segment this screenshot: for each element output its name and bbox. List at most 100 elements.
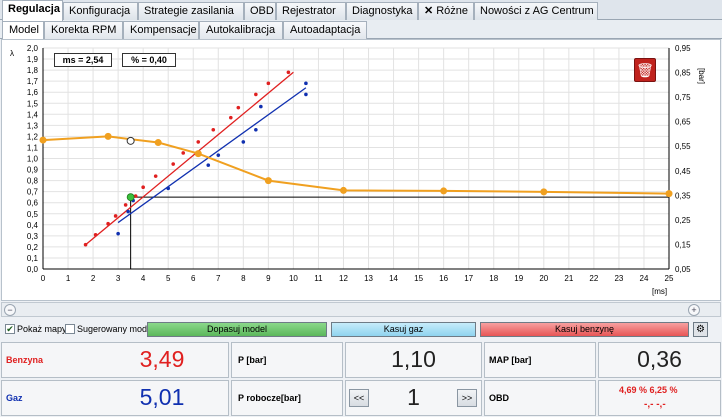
y-left-tick-label: 0,1 [27,254,39,263]
fit-model-button[interactable]: Dopasuj model [147,322,327,337]
subtab-korekta-rpm[interactable]: Korekta RPM [44,21,123,39]
tab-nowosci[interactable]: Nowości z AG Centrum [474,2,598,20]
tab-rejestrator[interactable]: Rejestrator [276,2,346,20]
x-tick-label: 7 [216,274,221,283]
x-tick-label: 16 [439,274,448,283]
map-point [440,187,448,195]
fit-line-1 [117,87,307,224]
x-tick-label: 3 [116,274,121,283]
trash-icon[interactable]: 🗑 [634,58,656,82]
values-grid: Benzyna 3,49 P [bar] 1,10 MAP [bar] 0,36… [0,342,722,417]
tab-konfiguracja[interactable]: Konfiguracja [63,2,138,20]
obd-label: OBD [489,393,509,403]
left-axis-symbol: λ [10,49,14,58]
scroll-plus-icon[interactable]: + [688,304,700,316]
delete-gas-button[interactable]: Kasuj gaz [331,322,476,337]
obd-percent: 4,69 % 6,25 % [619,385,678,395]
x-tick-label: 17 [464,274,473,283]
y-left-tick-label: 0,0 [27,265,39,274]
x-tick-label: 6 [191,274,196,283]
tab-obd[interactable]: OBD [244,2,276,20]
suggested-model-checkbox[interactable] [65,324,75,334]
y-right-tick-label: 0,05 [675,265,691,274]
p-work-label: P robocze[bar] [238,393,301,403]
data-point-0 [181,151,186,155]
tab-rozne-label: Różne [436,5,469,17]
y-left-tick-label: 1,6 [27,88,39,97]
chart-scrollbar[interactable]: − + [1,302,721,317]
current-point-marker [126,193,135,202]
p-label: P [bar] [238,355,267,365]
info-pct: % = 0,40 [122,53,176,67]
data-point-1 [254,127,258,132]
x-tick-label: 19 [514,274,523,283]
subtab-kompensacje[interactable]: Kompensacje [123,21,199,39]
x-tick-label: 9 [266,274,271,283]
tab-rozne[interactable]: ✕ Różne [418,2,474,20]
chart-series [39,70,673,269]
data-point-0 [254,92,258,97]
gear-icon[interactable]: ⚙ [693,322,708,337]
controls-row: ✔ Pokaż mapy Sugerowany model Dopasuj mo… [0,320,722,340]
tab-strategie[interactable]: Strategie zasilania [138,2,244,20]
data-point-0 [106,221,110,226]
chart-grid [42,47,670,270]
data-point-0 [113,214,118,218]
map-point [39,136,47,144]
delete-petrol-button[interactable]: Kasuj benzynę [480,322,689,337]
sub-tab-bar: Model Korekta RPM Kompensacje Autokalibr… [0,20,722,40]
y-left-tick-label: 1,3 [27,121,39,130]
info-ms: ms = 2,54 [54,53,112,67]
show-maps-checkbox[interactable]: ✔ [5,324,15,334]
y-left-tick-label: 1,9 [27,55,39,64]
map-point [665,190,673,198]
y-left-tick-label: 1,8 [27,66,39,75]
tab-regulacja[interactable]: Regulacja [2,0,63,21]
map-value: 0,36 [637,346,682,372]
tab-diagnostyka[interactable]: Diagnostyka [346,2,418,20]
subtab-autoadaptacja[interactable]: Autoadaptacja [283,21,367,39]
x-tick-label: 24 [640,274,649,283]
map-value-cell: 0,36 [598,342,721,378]
p-work-cell: << 1 >> [345,380,482,416]
y-left-tick-label: 0,7 [27,188,39,197]
data-point-0 [141,185,145,190]
x-tick-label: 2 [91,274,96,283]
data-point-0 [196,140,201,144]
y-right-tick-label: 0,35 [675,191,691,200]
model-chart[interactable]: 0 1 2 3 4 5 6 7 8 9 10 11 12 13 14 15 16 17 18 19 20 21 22 23 24… [2,40,720,300]
map-point [154,139,162,147]
p-work-value: 1 [407,384,420,410]
data-point-1 [116,231,120,236]
y-left-tick-label: 0,5 [27,210,39,219]
data-point-1 [166,186,170,191]
y-right-tick-label: 0,95 [675,44,691,53]
data-point-1 [304,81,308,86]
chart-panel[interactable]: 0 1 2 3 4 5 6 7 8 9 10 11 12 13 14 15 16 17 18 19 20 21 22 23 24… [1,39,721,301]
map-point [264,177,272,185]
data-point-0 [266,81,271,86]
y-right-tick-label: 0,75 [675,93,691,102]
p-work-label-cell: P robocze[bar] [231,380,343,416]
y-left-tick-label: 1,1 [27,143,39,152]
petrol-value: 3,49 [139,346,185,372]
x-tick-label: 12 [339,274,348,283]
fit-line-0 [85,71,294,246]
prev-button[interactable]: << [349,389,369,407]
obd-label-cell: OBD [484,380,596,416]
y-right-tick-label: 0,65 [675,118,691,127]
y-right-tick-label: 0,45 [675,167,691,176]
data-point-1 [126,209,130,214]
data-point-1 [304,92,308,97]
subtab-model[interactable]: Model [2,21,44,40]
subtab-autokalibracja[interactable]: Autokalibracja [199,21,283,39]
x-tick-label: 4 [141,274,146,283]
x-tick-label: 0 [41,274,46,283]
show-maps-label: Pokaż mapy [17,324,67,334]
next-button[interactable]: >> [457,389,477,407]
map-point [104,132,112,140]
x-tick-label: 13 [364,274,373,283]
y-right-tick-label: 0,85 [675,69,691,78]
x-tick-label: 25 [665,274,674,283]
scroll-minus-icon[interactable]: − [4,304,16,316]
